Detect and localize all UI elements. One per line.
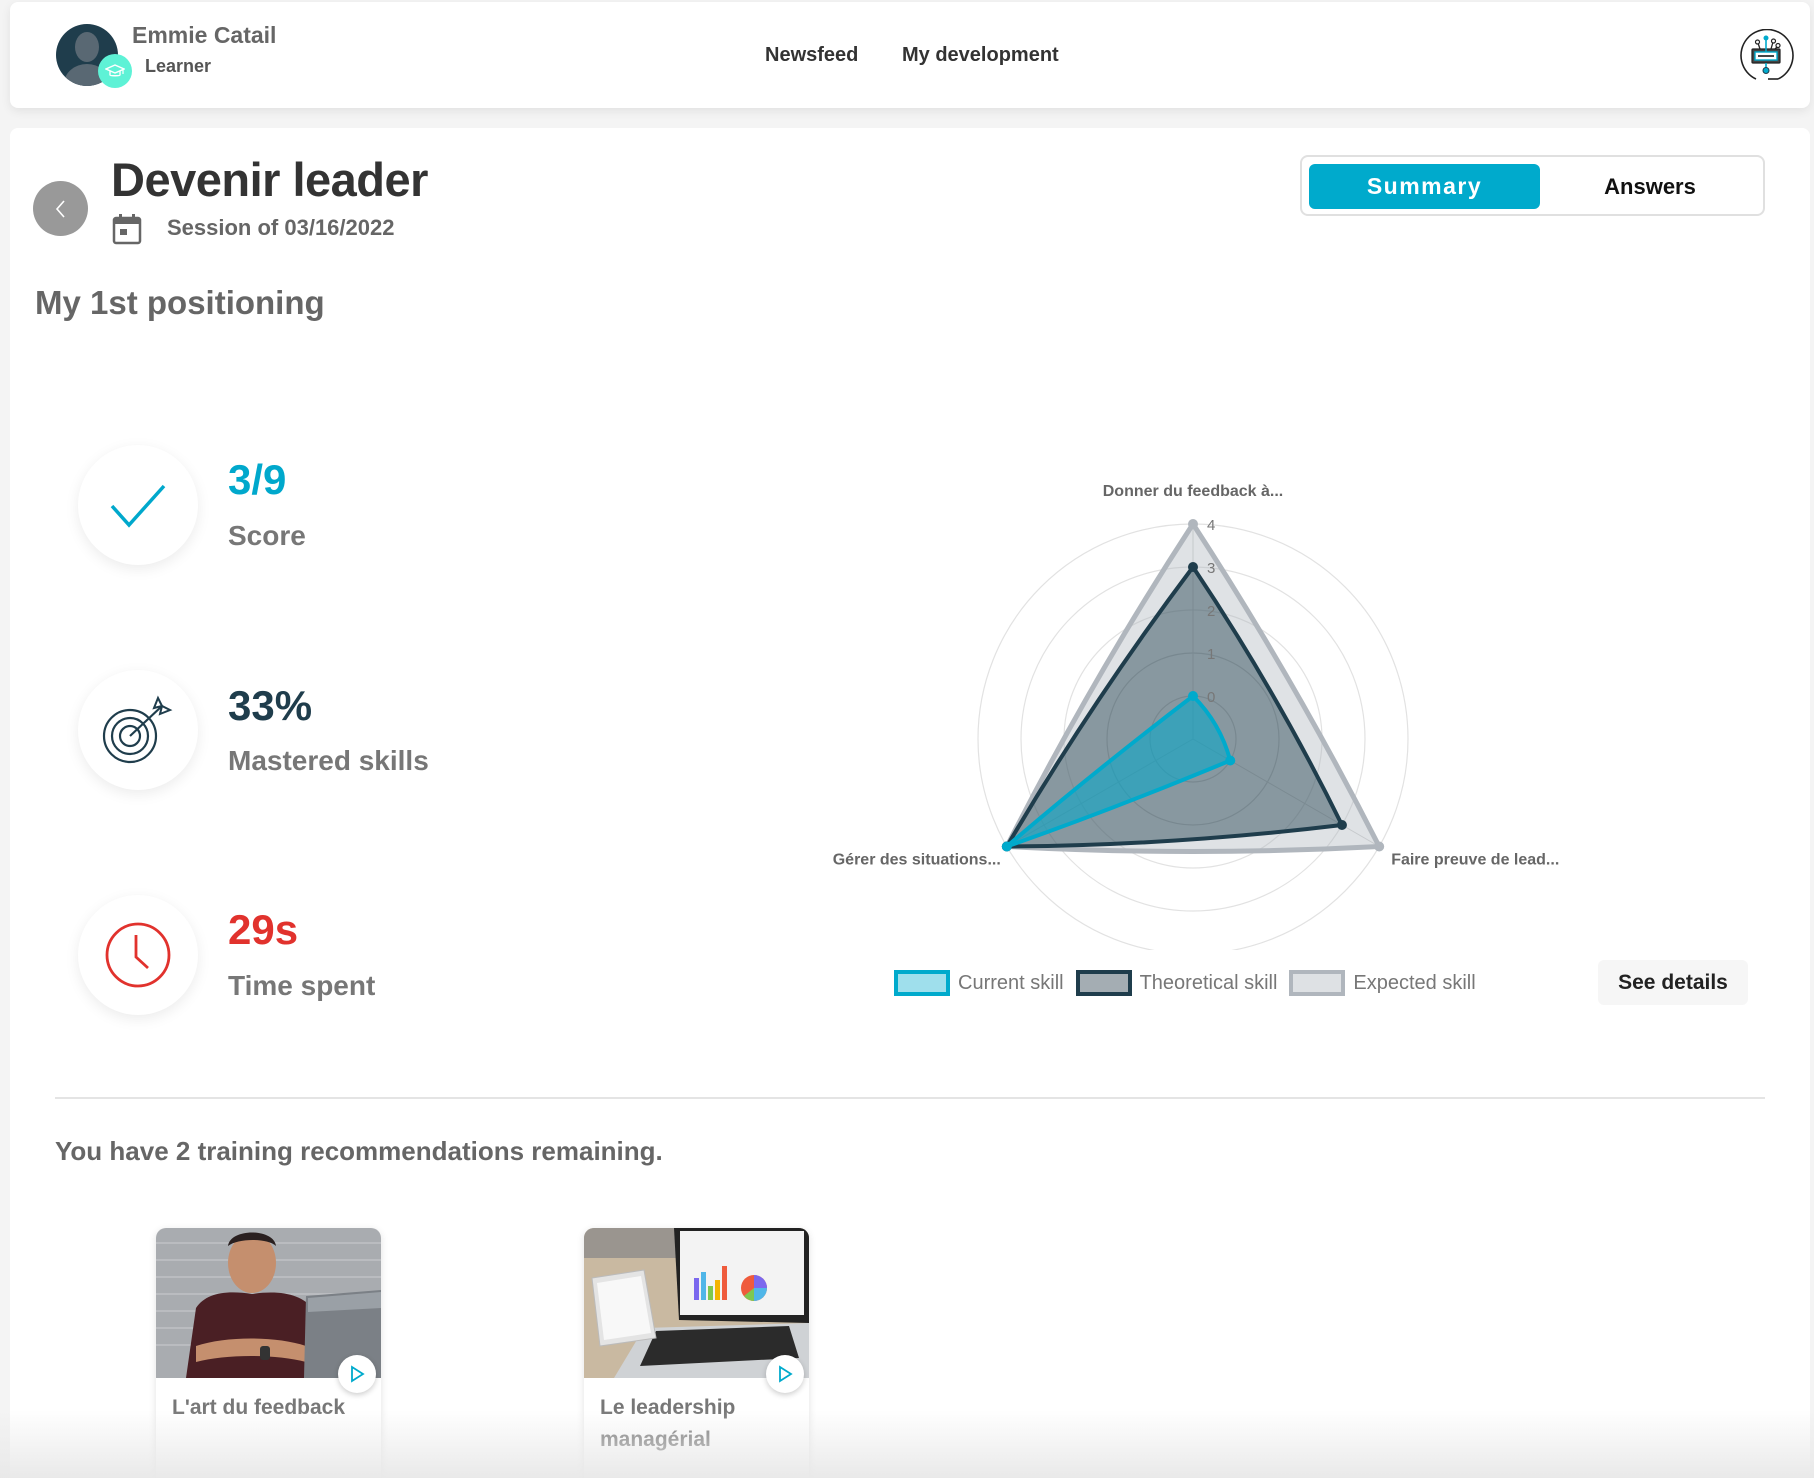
legend-current-skill[interactable]: Current skill [894,970,1064,996]
circuit-brain-logo-icon[interactable] [1738,28,1794,85]
session-date: Session of 03/16/2022 [167,215,395,240]
radar-series-current-skill[interactable] [1004,694,1233,849]
score-label: Score [228,520,306,551]
play-icon [779,1365,793,1383]
svg-text:2: 2 [1207,603,1215,620]
legend-theoretical-skill[interactable]: Theoretical skill [1075,970,1278,996]
tab-summary[interactable]: Summary [1309,164,1540,209]
mastered-value: 33% [228,682,313,729]
svg-text:3: 3 [1207,560,1215,577]
top-header: Emmie Catail Learner Newsfeed My develop… [10,2,1810,108]
page-title: Devenir leader [111,153,428,206]
time-icon-circle [78,895,198,1015]
chevron-left-icon [55,199,65,218]
back-button[interactable] [33,181,88,236]
course-card[interactable]: Le leadership managérial [584,1228,809,1478]
current-skill-swatch [894,970,950,996]
legend-label: Theoretical skill [1139,971,1278,994]
svg-text:4: 4 [1207,517,1215,534]
legend-label: Current skill [958,971,1064,994]
play-button[interactable] [338,1355,376,1393]
score-icon-circle [78,445,198,565]
svg-text:1: 1 [1207,646,1215,663]
avatar-head [75,32,99,62]
svg-text:0: 0 [1207,689,1215,706]
play-icon [351,1365,365,1383]
expected-skill-swatch [1289,970,1346,996]
tab-answers[interactable]: Answers [1604,173,1696,199]
play-button[interactable] [766,1355,804,1393]
chart-legend: Current skill Theoretical skill Expected… [894,968,1488,998]
course-title: Le leadership managérial [600,1396,736,1451]
check-icon [110,484,166,528]
legend-label: Expected skill [1353,971,1476,994]
course-card[interactable]: L'art du feedback [156,1228,381,1478]
view-tabs: Summary Answers [1300,155,1765,216]
mastered-label: Mastered skills [228,745,429,776]
skills-radar-chart: 0 1 2 3 4 Donner du feedback à... Faire preuve… [833,483,1559,950]
nav-newsfeed[interactable]: Newsfeed [765,44,859,66]
calendar-icon [112,213,142,250]
time-label: Time spent [228,970,376,1001]
section-divider [55,1097,1765,1099]
course-title: L'art du feedback [172,1396,346,1419]
time-value: 29s [228,906,299,953]
user-role: Learner [145,56,212,76]
course-thumbnail [156,1228,381,1378]
radar-axis-label: Donner du feedback à... [1103,483,1283,500]
course-thumbnail [584,1228,809,1378]
recommendations-title: You have 2 training recommendations rema… [55,1136,663,1166]
nav-my-development[interactable]: My development [902,44,1059,66]
legend-expected-skill[interactable]: Expected skill [1289,970,1476,996]
target-icon [102,695,173,764]
score-value: 3/9 [228,456,287,503]
radar-axis-label: Gérer des situations... [833,852,1001,869]
section-title: My 1st positioning [35,284,325,321]
mastered-icon-circle [78,670,198,790]
theoretical-skill-swatch [1075,970,1132,996]
user-name: Emmie Catail [132,22,277,48]
graduation-cap-icon [98,54,132,88]
radar-axis-label: Faire preuve de lead... [1391,852,1559,869]
clock-icon [105,922,171,988]
see-details-button[interactable]: See details [1598,960,1748,1005]
